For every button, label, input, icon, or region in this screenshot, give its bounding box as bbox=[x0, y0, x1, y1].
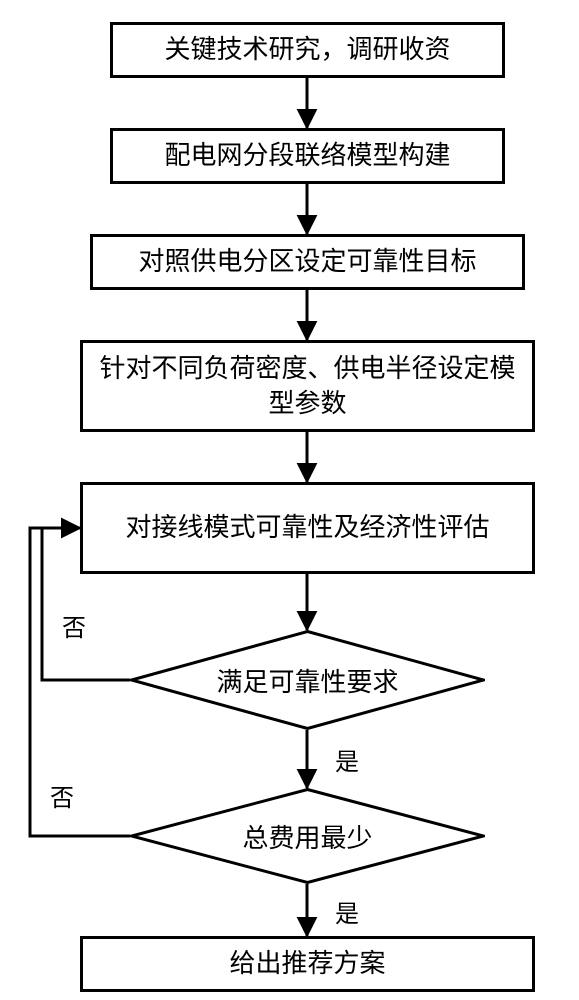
node-research: 关键技术研究，调研收资 bbox=[110, 22, 505, 78]
edge-label-no: 否 bbox=[50, 778, 74, 813]
node-label: 关键技术研究，调研收资 bbox=[164, 32, 450, 67]
node-set-params: 针对不同负荷密度、供电半径设定模型参数 bbox=[80, 340, 535, 432]
edge-no-2 bbox=[30, 528, 130, 836]
node-model-build: 配电网分段联络模型构建 bbox=[110, 128, 505, 184]
decision-reliability: 满足可靠性要求 bbox=[130, 630, 485, 730]
decision-cost: 总费用最少 bbox=[130, 788, 485, 884]
node-label: 给出推荐方案 bbox=[229, 946, 385, 981]
node-recommend: 给出推荐方案 bbox=[80, 936, 535, 992]
edge-label-no: 否 bbox=[62, 608, 86, 643]
node-label: 针对不同负荷密度、供电半径设定模型参数 bbox=[93, 351, 522, 421]
edge-label-yes: 是 bbox=[335, 894, 359, 929]
edge-label-yes: 是 bbox=[335, 742, 359, 777]
node-label: 对照供电分区设定可靠性目标 bbox=[138, 244, 476, 279]
node-label: 对接线模式可靠性及经济性评估 bbox=[125, 510, 489, 545]
node-label: 总费用最少 bbox=[242, 818, 372, 855]
node-set-reliability-target: 对照供电分区设定可靠性目标 bbox=[90, 234, 525, 290]
node-label: 配电网分段联络模型构建 bbox=[164, 138, 450, 173]
node-label: 满足可靠性要求 bbox=[216, 662, 398, 699]
node-evaluate: 对接线模式可靠性及经济性评估 bbox=[80, 482, 535, 574]
flowchart-canvas: 关键技术研究，调研收资 配电网分段联络模型构建 对照供电分区设定可靠性目标 针对… bbox=[0, 0, 579, 1000]
